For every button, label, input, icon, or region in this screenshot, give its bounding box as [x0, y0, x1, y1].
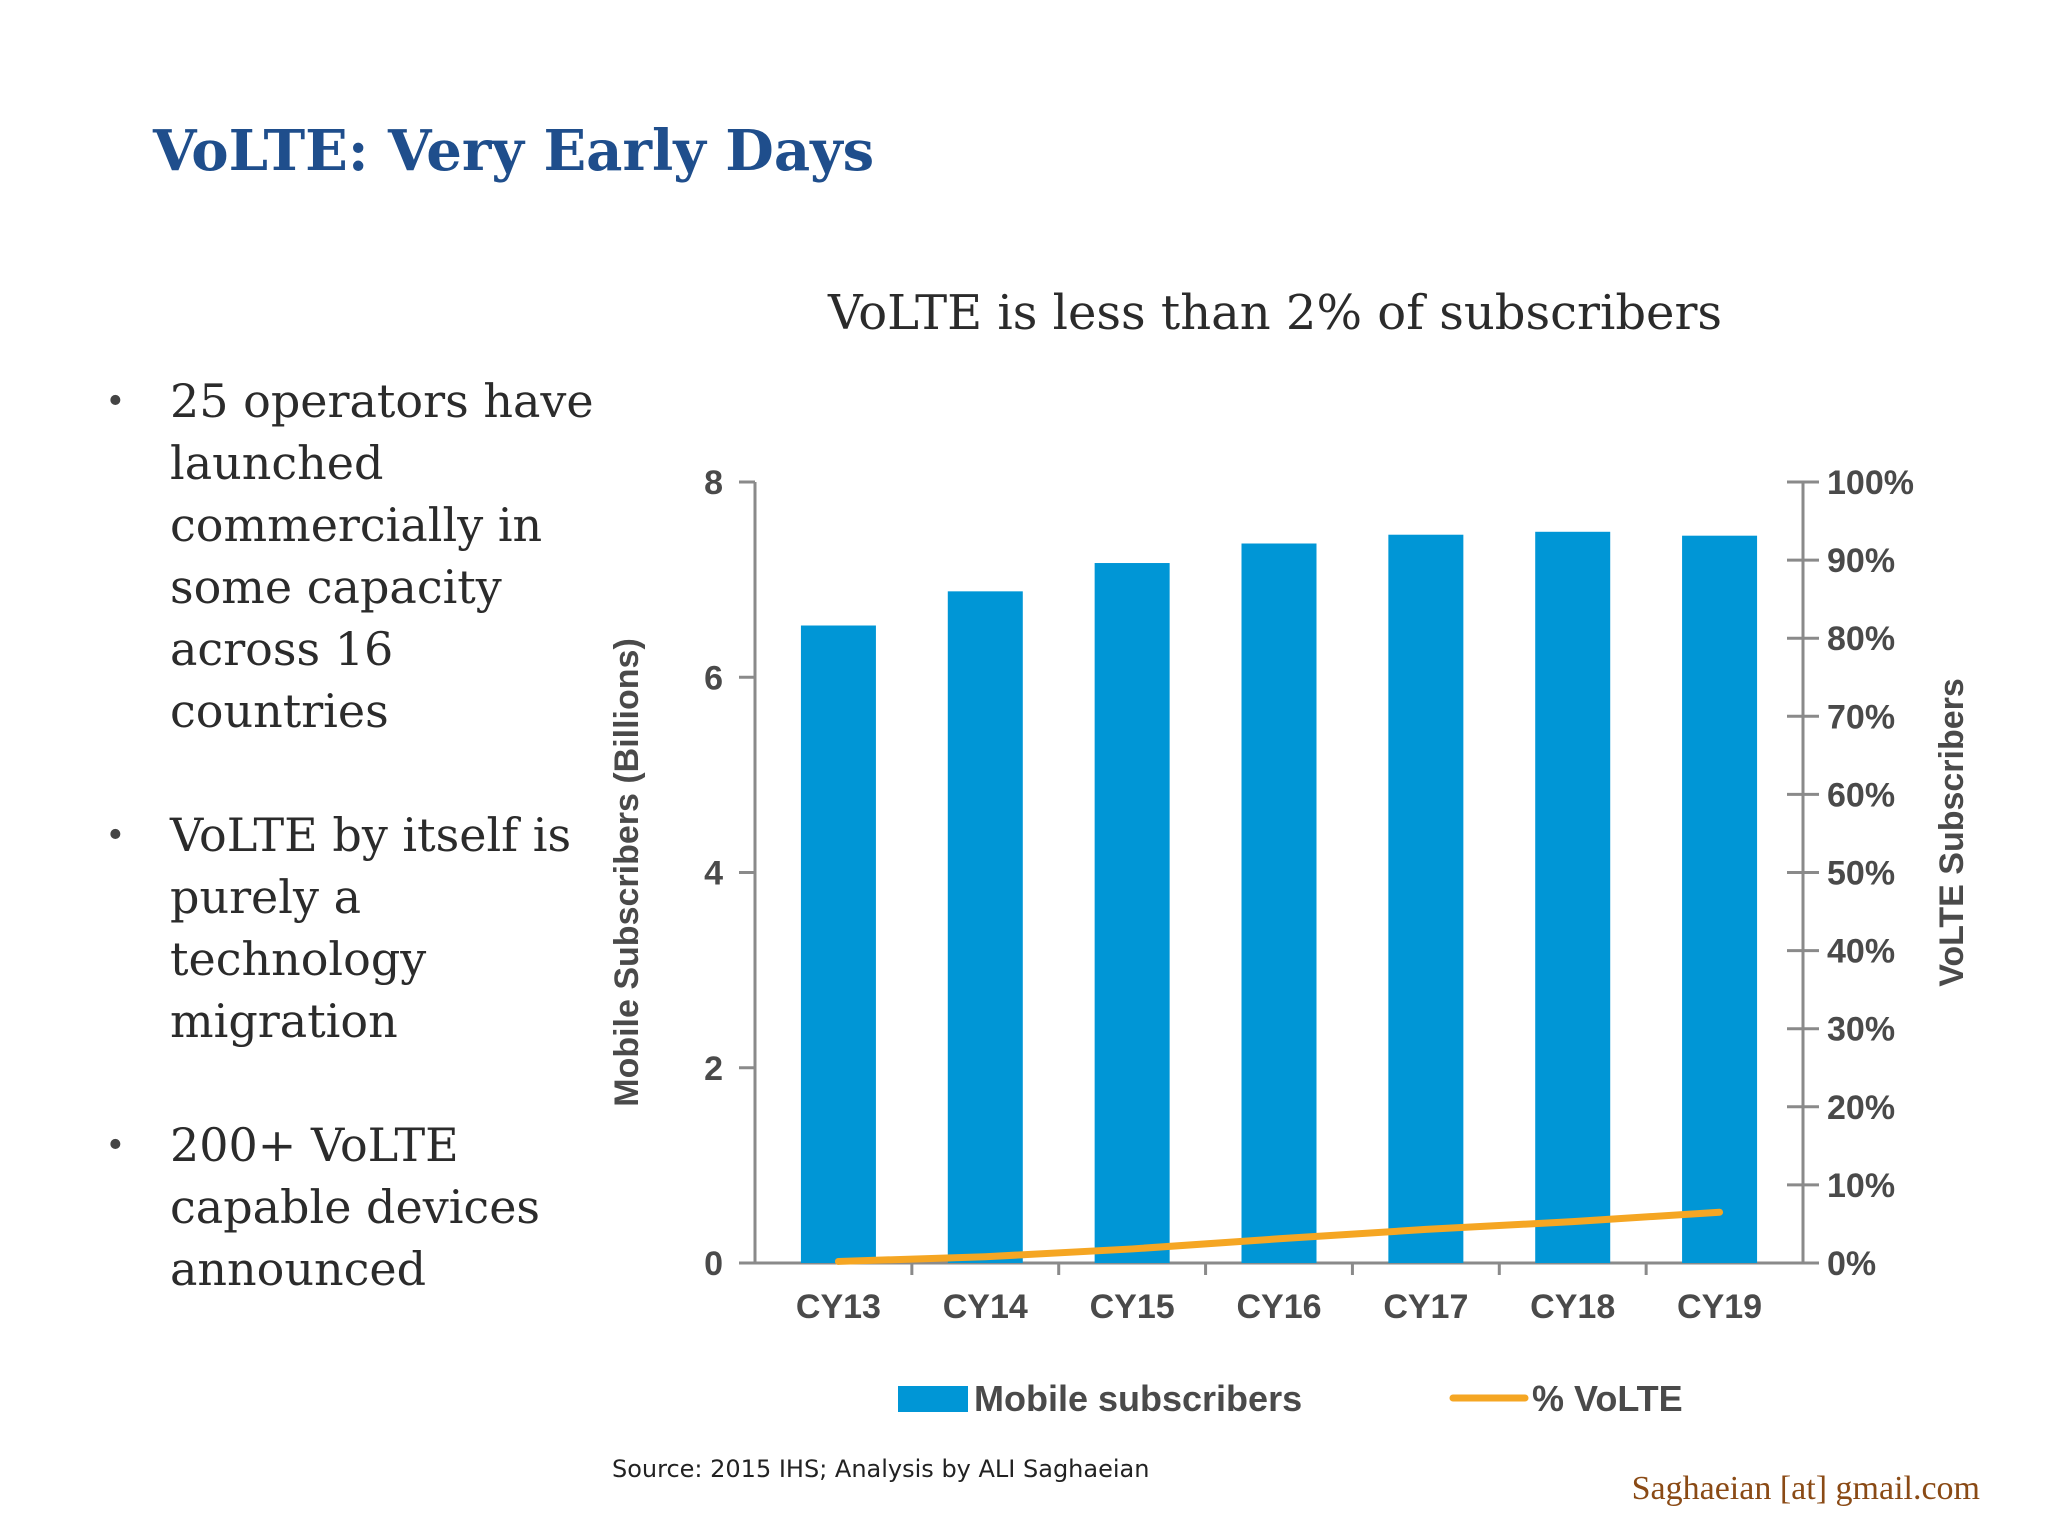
bar-mobile-subscribers [1388, 534, 1464, 1263]
left-axis-title: Mobile Subscribers (Billions) [608, 638, 646, 1107]
legend-label-line: % VoLTE [1532, 1378, 1683, 1419]
x-tick-label: CY14 [943, 1288, 1028, 1326]
bullet-item: • 200+ VoLTE capable devices announced [100, 1114, 620, 1300]
legend-label-bars: Mobile subscribers [974, 1378, 1302, 1419]
volte-point [1718, 1211, 1721, 1214]
contact-email: Saghaeian [at] gmail.com [1631, 1470, 1980, 1507]
volte-point [837, 1260, 840, 1263]
chart-title: VoLTE is less than 2% of subscribers [827, 285, 1723, 341]
right-tick-label: 50% [1827, 855, 1895, 893]
right-tick-label: 70% [1827, 698, 1895, 736]
right-tick-label: 0% [1827, 1245, 1876, 1283]
left-tick-label: 0 [704, 1245, 723, 1283]
x-tick-label: CY15 [1090, 1288, 1175, 1326]
bar-mobile-subscribers [1241, 543, 1317, 1263]
x-tick-label: CY16 [1236, 1288, 1321, 1326]
right-tick-label: 20% [1827, 1089, 1895, 1127]
volte-point [1131, 1247, 1134, 1250]
right-tick-label: 60% [1827, 776, 1895, 814]
left-tick-label: 2 [704, 1050, 723, 1088]
volte-point [984, 1255, 987, 1258]
bullet-glyph: • [108, 378, 123, 424]
left-tick-label: 8 [704, 464, 723, 502]
bar-mobile-subscribers [1682, 535, 1758, 1263]
bullet-text: 25 operators have launched commercially … [170, 374, 594, 738]
right-axis-title: VoLTE Subscribers [1933, 678, 1971, 987]
bullet-list: • 25 operators have launched commerciall… [100, 370, 620, 1362]
bullet-glyph: • [108, 812, 123, 858]
right-tick-label: 90% [1827, 542, 1895, 580]
x-tick-label: CY19 [1677, 1288, 1762, 1326]
bullet-text: VoLTE by itself is purely a technology m… [170, 808, 572, 1048]
volte-point [1424, 1228, 1427, 1231]
subscribers-chart: 024680%10%20%30%40%50%60%70%80%90%100%CY… [608, 464, 1971, 1419]
right-tick-label: 80% [1827, 620, 1895, 658]
bullet-glyph: • [108, 1122, 123, 1168]
right-tick-label: 10% [1827, 1167, 1895, 1205]
left-tick-label: 4 [704, 855, 723, 893]
left-tick-label: 6 [704, 659, 723, 697]
right-tick-label: 40% [1827, 933, 1895, 971]
bar-mobile-subscribers [800, 625, 876, 1263]
bar-mobile-subscribers [1535, 531, 1611, 1263]
bar-mobile-subscribers [1094, 563, 1170, 1263]
legend-swatch-bars [898, 1386, 968, 1412]
volte-point [1571, 1220, 1574, 1223]
bullet-item: • VoLTE by itself is purely a technology… [100, 804, 620, 1052]
bullet-text: 200+ VoLTE capable devices announced [170, 1118, 541, 1296]
x-tick-label: CY13 [796, 1288, 881, 1326]
slide-title: VoLTE: Very Early Days [153, 118, 875, 184]
volte-point [1278, 1237, 1280, 1240]
bar-mobile-subscribers [947, 591, 1023, 1263]
right-tick-label: 100% [1827, 464, 1914, 502]
x-tick-label: CY18 [1530, 1288, 1615, 1326]
source-note: Source: 2015 IHS; Analysis by ALI Saghae… [612, 1455, 1150, 1483]
right-tick-label: 30% [1827, 1011, 1895, 1049]
bullet-item: • 25 operators have launched commerciall… [100, 370, 620, 742]
x-tick-label: CY17 [1383, 1288, 1468, 1326]
